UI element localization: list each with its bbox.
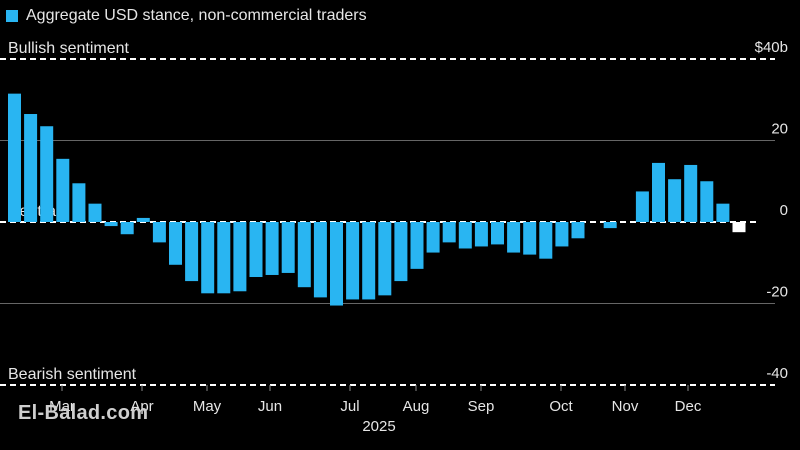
bar [56, 158, 70, 222]
bar [233, 222, 247, 292]
bar [716, 203, 730, 222]
bar [169, 222, 182, 265]
legend: Aggregate USD stance, non-commercial tra… [6, 6, 367, 26]
y-tick-label: -20 [766, 284, 788, 301]
bar [426, 222, 440, 253]
bar [346, 222, 360, 300]
bar [491, 222, 504, 245]
bar [201, 222, 215, 294]
bar [24, 114, 38, 222]
x-tick-label: May [193, 398, 222, 415]
bar [684, 164, 698, 222]
bar [217, 222, 231, 294]
bar [458, 222, 472, 249]
y-tick-label: 20 [771, 121, 788, 138]
bar [378, 222, 392, 296]
bar [362, 222, 376, 300]
bar [152, 222, 166, 243]
bar [136, 217, 150, 222]
bar [330, 222, 343, 306]
bar [635, 191, 649, 222]
latest-bar [732, 222, 746, 233]
bar [700, 181, 714, 222]
x-tick-label: Jun [258, 398, 282, 415]
bar [474, 222, 488, 247]
bar [668, 179, 682, 222]
x-axis-year-label: 2025 [362, 418, 395, 435]
bar [652, 162, 665, 222]
bar [72, 183, 86, 222]
x-tick-label: Dec [675, 398, 702, 415]
bar [571, 222, 585, 239]
bar [603, 222, 617, 229]
x-tick-label: Jul [340, 398, 359, 415]
bar [88, 203, 102, 222]
bullish-label: Bullish sentiment [8, 40, 130, 57]
bar [442, 222, 456, 243]
bar [40, 126, 54, 222]
watermark: El-Balad.com [18, 402, 149, 424]
bar [539, 222, 553, 259]
bar [249, 222, 263, 278]
bar [185, 222, 199, 282]
bar [281, 222, 295, 273]
bar [507, 222, 521, 253]
legend-label: Aggregate USD stance, non-commercial tra… [26, 7, 367, 24]
x-tick-label: Sep [468, 398, 495, 415]
x-tick-label: Oct [549, 398, 573, 415]
legend-swatch [6, 10, 18, 22]
bar [313, 222, 327, 298]
x-tick-label: Mar [49, 398, 75, 415]
bar [410, 222, 424, 269]
bar [297, 222, 311, 288]
x-tick-label: Nov [612, 398, 639, 415]
bar [523, 222, 537, 255]
bar [555, 222, 569, 247]
bar [394, 222, 408, 282]
x-tick-label: Aug [403, 398, 430, 415]
y-tick-label: -40 [766, 365, 788, 382]
x-tick-label: Apr [130, 398, 153, 415]
y-tick-label: 0 [780, 202, 788, 219]
bar [8, 93, 21, 222]
bar [265, 222, 279, 275]
bar [104, 222, 118, 227]
bar [120, 222, 134, 235]
bearish-label: Bearish sentiment [8, 366, 137, 383]
y-tick-label: $40b [755, 39, 788, 56]
